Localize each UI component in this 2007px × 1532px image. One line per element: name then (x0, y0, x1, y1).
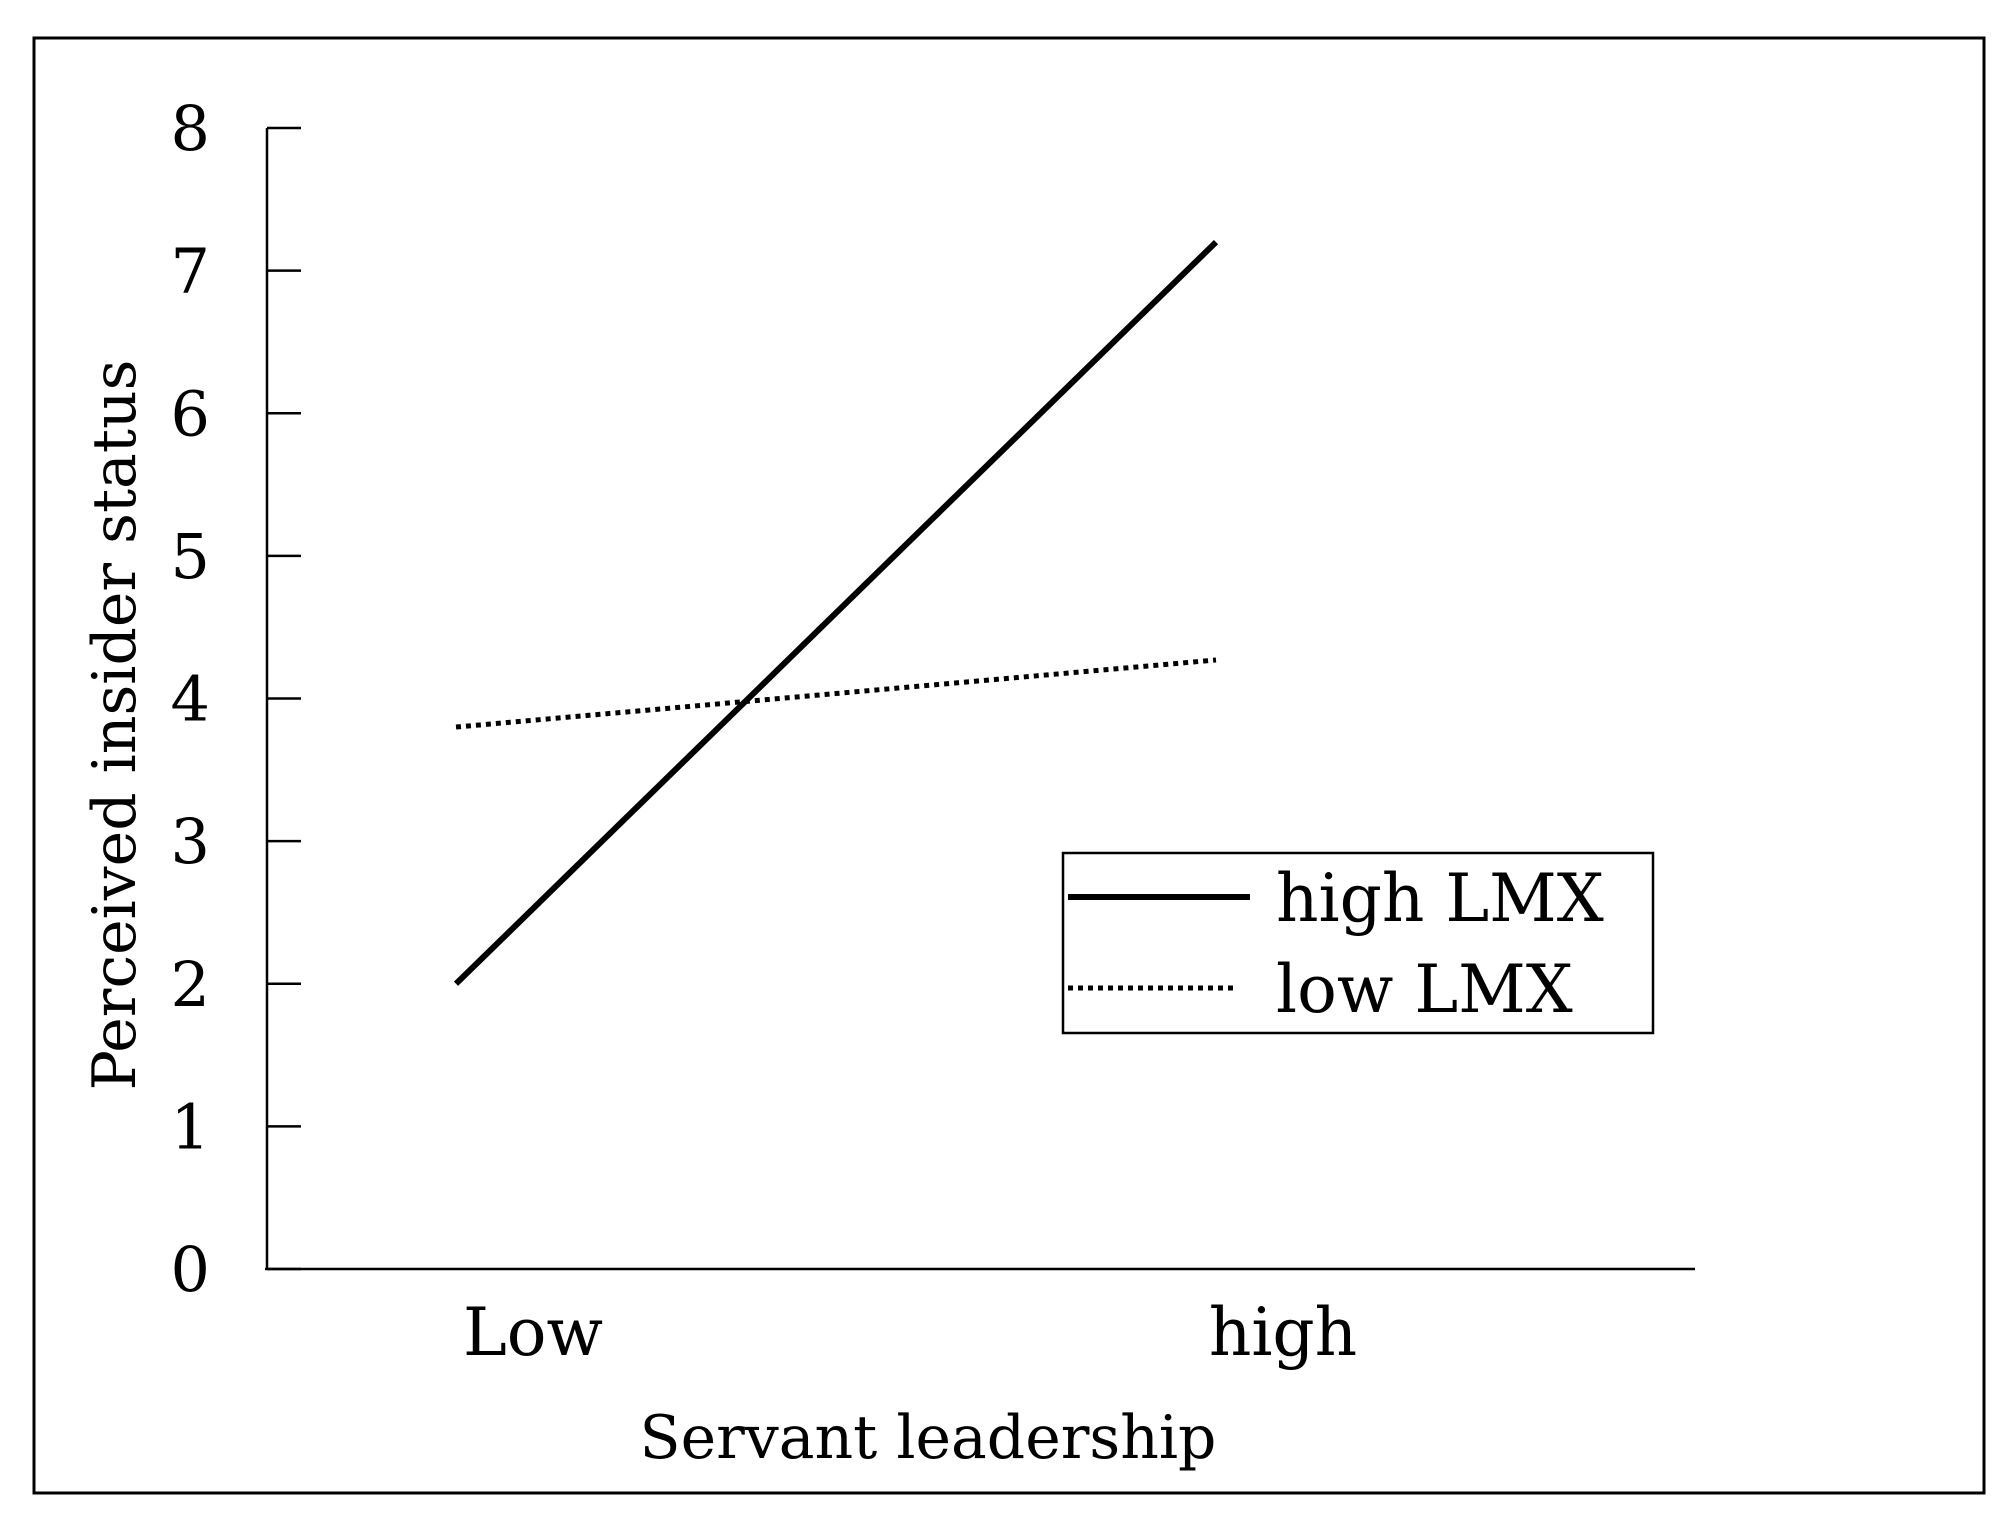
y-tick-label: 6 (171, 377, 210, 450)
y-tick-label: 7 (171, 235, 210, 308)
x-tick-label: high (1209, 1294, 1357, 1371)
x-ticks: Low high (463, 1294, 1357, 1371)
legend: high LMX low LMX (1061, 851, 1655, 1035)
x-tick-label: Low (463, 1294, 603, 1371)
y-tick-label: 5 (171, 520, 210, 593)
legend-box (1061, 851, 1655, 1035)
y-tick-label: 0 (171, 1233, 210, 1306)
y-tick-label: 8 (171, 92, 210, 165)
y-tick-label: 3 (171, 805, 210, 878)
series-lines (453, 239, 1219, 986)
figure-frame (32, 36, 1986, 1495)
y-tick-label: 2 (171, 948, 210, 1021)
legend-label: high LMX (1276, 860, 1604, 937)
y-tick-label: 4 (171, 663, 210, 736)
y-tick-label: 1 (171, 1090, 210, 1163)
series-line-low-lmx (455, 657, 1217, 730)
legend-entries: high LMX low LMX (1068, 860, 1604, 1028)
y-ticks: 0 1 2 3 4 5 6 7 8 (171, 92, 301, 1306)
y-axis-label: Perceived insider status (80, 360, 150, 1091)
legend-label: low LMX (1276, 951, 1573, 1028)
x-axis-label: Servant leadership (640, 1403, 1217, 1473)
series-line-high-lmx (453, 239, 1219, 986)
